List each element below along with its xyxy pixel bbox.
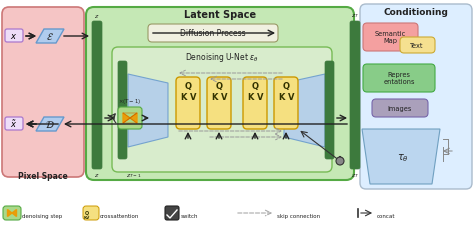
FancyBboxPatch shape [360,5,472,189]
Circle shape [336,157,344,165]
Text: $\times(T-1)$: $\times(T-1)$ [118,97,142,106]
Text: $z_T$: $z_T$ [351,12,359,20]
FancyBboxPatch shape [372,100,428,118]
FancyBboxPatch shape [83,206,99,220]
FancyBboxPatch shape [112,48,332,172]
Text: Pixel Space: Pixel Space [18,171,68,180]
Text: Repres
entations: Repres entations [383,72,415,85]
Polygon shape [362,129,440,184]
FancyBboxPatch shape [5,118,23,131]
Text: K: K [247,93,253,102]
FancyBboxPatch shape [118,62,127,159]
FancyBboxPatch shape [92,22,102,169]
Text: KV: KV [83,215,90,219]
Text: $\tilde{x}$: $\tilde{x}$ [10,118,18,130]
Polygon shape [12,210,17,217]
Text: $\mathcal{E}$: $\mathcal{E}$ [46,31,54,42]
Text: Text: Text [410,43,424,49]
Text: V: V [221,93,227,102]
Polygon shape [284,75,325,147]
FancyBboxPatch shape [350,22,360,169]
Text: K: K [180,93,186,102]
Polygon shape [36,30,64,44]
Text: Q: Q [216,82,222,91]
FancyBboxPatch shape [363,24,418,52]
Text: switch: switch [181,214,199,219]
FancyBboxPatch shape [86,8,354,180]
Polygon shape [130,113,137,123]
Polygon shape [8,210,12,217]
Text: Images: Images [388,106,412,112]
Text: skip connection: skip connection [277,214,320,219]
Text: $z$: $z$ [94,13,100,20]
FancyBboxPatch shape [5,30,23,43]
FancyBboxPatch shape [363,65,435,93]
FancyBboxPatch shape [2,8,84,177]
Polygon shape [36,118,64,131]
FancyBboxPatch shape [165,206,179,220]
Text: Q: Q [252,82,258,91]
FancyBboxPatch shape [148,25,278,43]
Text: denoising step: denoising step [22,214,62,219]
Text: $\mathcal{D}$: $\mathcal{D}$ [45,119,55,130]
FancyBboxPatch shape [274,78,298,129]
Text: $z$: $z$ [94,171,100,178]
Text: Conditioning: Conditioning [383,8,448,17]
Text: Semantic
Map: Semantic Map [374,31,406,44]
Text: V: V [190,93,196,102]
Text: Denoising U-Net $\epsilon_\theta$: Denoising U-Net $\epsilon_\theta$ [185,51,259,64]
Text: Q: Q [283,82,290,91]
Text: V: V [257,93,263,102]
Text: V: V [288,93,294,102]
Text: $\tau_\theta$: $\tau_\theta$ [397,152,409,163]
Text: Diffusion Process: Diffusion Process [180,29,246,38]
FancyBboxPatch shape [400,38,435,54]
FancyBboxPatch shape [207,78,231,129]
FancyBboxPatch shape [325,62,334,159]
Text: $x$: $x$ [10,32,18,41]
Text: crossattention: crossattention [100,214,139,219]
FancyBboxPatch shape [118,108,142,129]
Text: Q: Q [84,210,89,215]
Text: concat: concat [377,214,395,219]
Text: K: K [211,93,217,102]
Text: Latent Space: Latent Space [184,10,256,20]
Text: K: K [278,93,284,102]
Text: $z_{T-1}$: $z_{T-1}$ [126,171,142,179]
Polygon shape [128,75,168,147]
FancyBboxPatch shape [243,78,267,129]
FancyBboxPatch shape [176,78,200,129]
Polygon shape [123,113,130,123]
Text: Q: Q [184,82,191,91]
FancyBboxPatch shape [3,206,21,220]
Text: $z_T$: $z_T$ [351,171,359,179]
